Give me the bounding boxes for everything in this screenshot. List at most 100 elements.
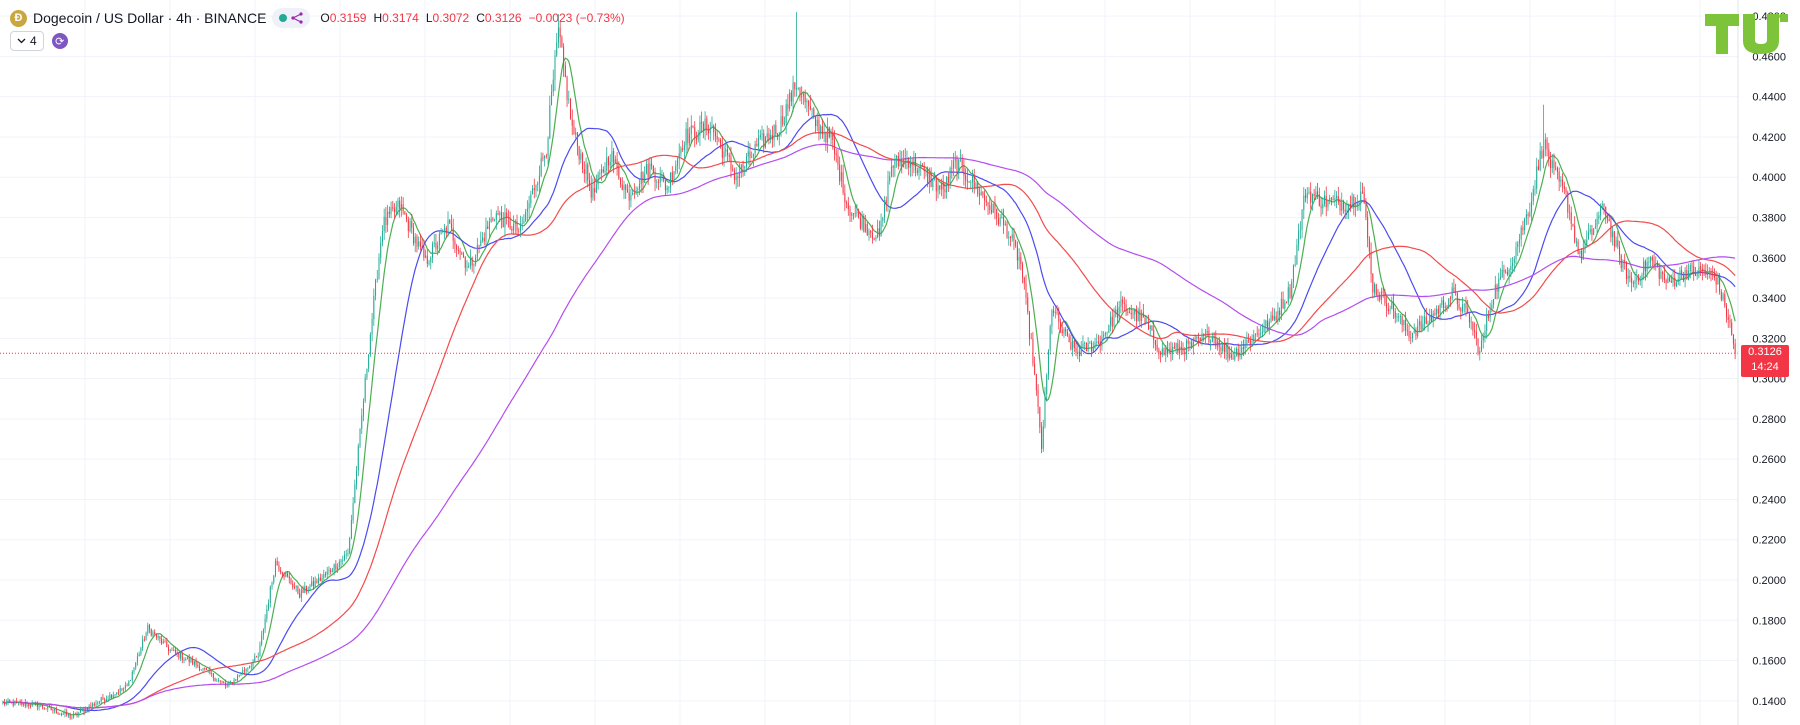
status-pill[interactable] (272, 8, 311, 28)
candle (625, 183, 627, 199)
candle (1258, 328, 1260, 341)
candle (112, 691, 114, 699)
candle (894, 153, 896, 177)
candle (136, 652, 138, 666)
candle (1168, 342, 1170, 355)
candle (1191, 339, 1193, 349)
candle (375, 278, 377, 301)
candle (770, 129, 772, 144)
candle (404, 211, 406, 215)
candle (1208, 326, 1210, 345)
candle (1527, 211, 1529, 225)
candle (954, 151, 956, 169)
candle (859, 212, 861, 231)
candle (1008, 231, 1010, 246)
candle (62, 710, 64, 716)
candle (664, 179, 666, 196)
candle (1111, 309, 1113, 334)
candle (418, 236, 420, 250)
candle (923, 162, 925, 180)
candle (1372, 272, 1374, 299)
candle (875, 235, 877, 242)
candle (476, 237, 478, 261)
candle (173, 645, 175, 652)
price-tick-label: 0.2600 (1752, 454, 1786, 466)
candle (1734, 338, 1736, 360)
candle (1125, 299, 1127, 317)
candle (680, 146, 682, 157)
candle (450, 214, 452, 232)
candle (1135, 305, 1137, 328)
share-icon[interactable] (291, 12, 304, 24)
candle (416, 234, 418, 253)
candle (813, 106, 815, 119)
candle (752, 153, 754, 167)
candle (435, 233, 437, 253)
candle (281, 571, 283, 578)
candle (1531, 192, 1533, 221)
candle (727, 144, 729, 162)
sync-icon[interactable]: ⟳ (51, 33, 68, 49)
candle (1097, 334, 1099, 345)
candle (214, 677, 216, 682)
candle (1449, 295, 1451, 307)
candle (1268, 318, 1270, 335)
candle (1472, 321, 1474, 336)
candle (66, 708, 68, 717)
candle (937, 181, 939, 199)
candle (973, 168, 975, 194)
candle (1693, 261, 1695, 281)
candle (626, 183, 628, 193)
candle (221, 680, 223, 684)
candle (756, 138, 758, 147)
candle (1072, 336, 1074, 357)
candle (400, 196, 402, 217)
candle (1662, 270, 1664, 283)
candle (2, 700, 4, 705)
candle (193, 660, 195, 667)
candle (1286, 301, 1288, 304)
candle (628, 185, 630, 211)
candle (97, 700, 99, 706)
candle (521, 216, 523, 231)
candle (162, 638, 164, 644)
candle (1458, 298, 1460, 311)
candle (1615, 236, 1617, 248)
candle (595, 174, 597, 194)
indicators-toggle[interactable]: 4 (10, 31, 44, 51)
candle (1625, 261, 1627, 285)
candle (1046, 373, 1048, 402)
candle (1253, 329, 1255, 346)
candle (1455, 283, 1457, 296)
price-tick-label: 0.3800 (1752, 213, 1786, 225)
candle (1110, 311, 1112, 332)
candle (989, 196, 991, 215)
candle (1631, 272, 1633, 292)
candle (1698, 260, 1700, 279)
candle (459, 247, 461, 260)
candle (1720, 289, 1722, 302)
candle (54, 707, 56, 714)
candle (230, 680, 232, 685)
candle (1223, 338, 1225, 359)
candle (673, 171, 675, 184)
candle (592, 178, 594, 201)
candle (963, 158, 965, 186)
candle (1303, 187, 1305, 220)
candle (613, 147, 615, 174)
candle (111, 694, 113, 699)
price-tick-label: 0.1800 (1752, 615, 1786, 627)
candle (1242, 339, 1244, 356)
candle (821, 118, 823, 139)
candle (1270, 311, 1272, 323)
candle (1565, 186, 1567, 197)
price-tick-label: 0.3400 (1752, 293, 1786, 305)
candle (927, 166, 929, 188)
symbol-title[interactable]: Dogecoin / US Dollar · 4h · BINANCE (33, 10, 267, 26)
candle (797, 87, 799, 91)
candle (1386, 295, 1388, 317)
candle (777, 132, 779, 141)
candle (366, 368, 368, 381)
moving-average-line (2, 57, 1736, 716)
